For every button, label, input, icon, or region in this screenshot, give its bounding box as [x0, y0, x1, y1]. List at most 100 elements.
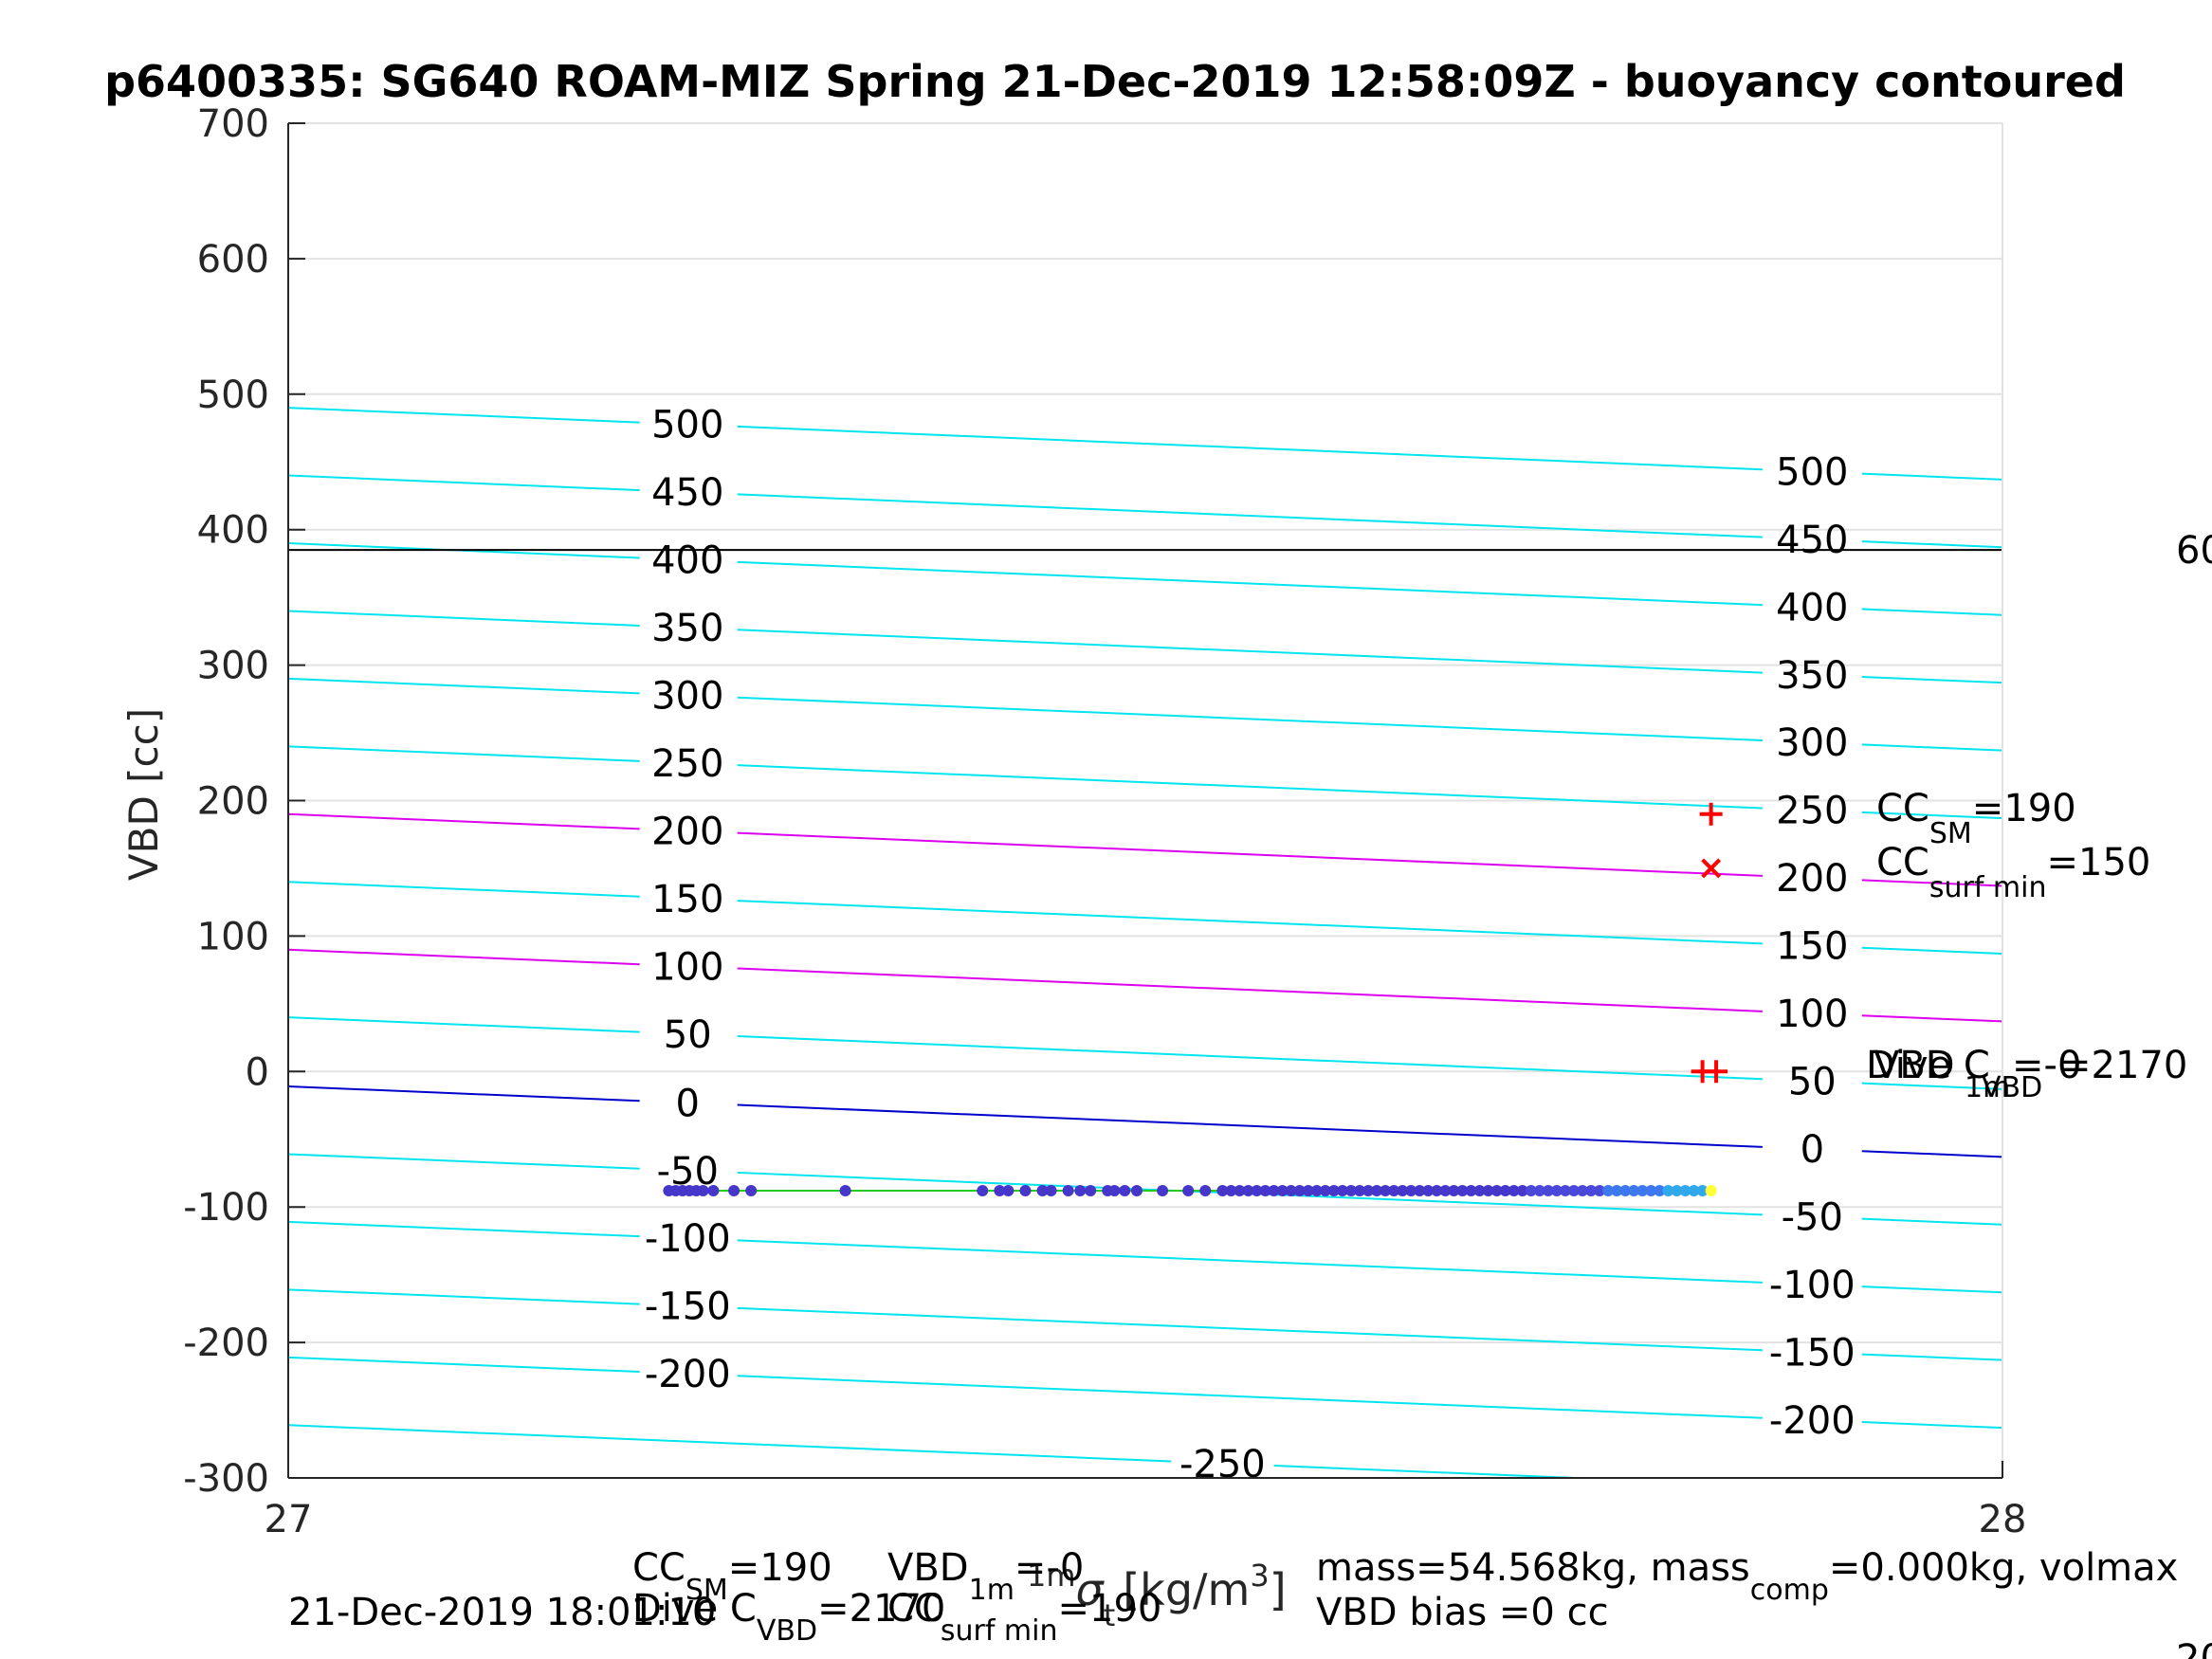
contour-line	[287, 407, 640, 424]
contour-line	[287, 812, 640, 830]
scatter-point	[839, 1185, 851, 1197]
scatter-point	[1696, 1185, 1709, 1197]
scatter-point	[1525, 1185, 1537, 1197]
y-tick-label: 200	[197, 780, 269, 824]
contour-line	[287, 745, 640, 762]
scatter-point	[1045, 1185, 1057, 1197]
contour-line	[1861, 1014, 2003, 1023]
scatter-point	[1251, 1185, 1263, 1197]
scatter-point	[1302, 1185, 1314, 1197]
contour-label: 300	[1776, 721, 1848, 765]
scatter-point	[1705, 1185, 1717, 1197]
scatter-point	[1371, 1185, 1383, 1197]
scatter-point	[1465, 1185, 1477, 1197]
contour-label: 350	[651, 607, 723, 650]
scatter-point	[1130, 1185, 1143, 1197]
contour-label: -100	[1769, 1264, 1856, 1307]
gridlines	[288, 122, 2002, 1479]
plus-marker	[1699, 802, 1723, 826]
y-tick-label: -100	[183, 1186, 269, 1230]
y-axis-label: VBD [cc]	[120, 708, 167, 881]
scatter-point	[1654, 1185, 1666, 1197]
vbd-sub-label: VBD	[1982, 1071, 2042, 1104]
contour-label: 100	[1776, 993, 1848, 1036]
scatter-point	[1362, 1185, 1375, 1197]
scatter-point	[1119, 1185, 1131, 1197]
scatter-point	[1533, 1185, 1545, 1197]
contour-line	[287, 1153, 640, 1170]
contour-line	[1861, 472, 2003, 481]
y-tick-label: -300	[183, 1457, 269, 1501]
contour-label: 100	[651, 945, 723, 989]
contour-line	[737, 560, 1763, 607]
scatter-point	[1602, 1185, 1615, 1197]
contour-label: -150	[1769, 1331, 1856, 1375]
scatter-point	[1268, 1185, 1280, 1197]
contour-label: 50	[1788, 1060, 1837, 1103]
scatter-point	[1645, 1185, 1657, 1197]
contour-line	[1861, 1150, 2003, 1158]
plus-marker	[1705, 1060, 1728, 1084]
density-scatter-series	[663, 1185, 1717, 1197]
footer-cc-sm: CCSM=190	[632, 1546, 832, 1607]
scatter-point	[1490, 1185, 1503, 1197]
footer-vbd-bias: VBD bias =0 cc	[1316, 1591, 1609, 1634]
vbd-overlap-label: VBD	[1874, 1044, 1955, 1087]
cc-surf-min-label: CCsurf min=150	[1876, 841, 2150, 904]
footer-vbd-1m: VBD1m=-0	[887, 1546, 1084, 1607]
scatter-point	[1636, 1185, 1649, 1197]
contour-line	[1861, 540, 2003, 549]
scatter-point	[1388, 1185, 1400, 1197]
cross-marker	[1701, 858, 1722, 879]
scatter-point	[1293, 1185, 1306, 1197]
scatter-point	[1405, 1185, 1417, 1197]
contour-line	[287, 610, 640, 627]
scatter-point	[1585, 1185, 1598, 1197]
contour-line	[1861, 879, 2003, 887]
scatter-point	[1414, 1185, 1426, 1197]
contour-line	[1861, 743, 2003, 752]
scatter-point	[1688, 1185, 1700, 1197]
scatter-point	[1157, 1185, 1169, 1197]
buoyancy-contours	[287, 407, 2003, 1479]
contour-line	[287, 881, 640, 898]
contour-label: 250	[1776, 790, 1848, 833]
scatter-point	[1628, 1185, 1640, 1197]
contour-line	[287, 1085, 640, 1103]
y-tick-label: 300	[197, 645, 269, 688]
contour-line	[1861, 1285, 2003, 1294]
contour-line	[287, 1220, 640, 1238]
contour-labels: 500450400350300250200150100500-50-100-15…	[645, 404, 1856, 1486]
contour-label: 500	[1776, 450, 1848, 494]
reference-line-label: 60	[2176, 529, 2212, 573]
scatter-point	[1074, 1185, 1087, 1197]
contour-label: 400	[651, 539, 723, 583]
scatter-point	[1182, 1185, 1195, 1197]
contour-line	[1861, 811, 2003, 820]
scatter-point	[1019, 1185, 1032, 1197]
contour-label: -50	[1782, 1196, 1843, 1240]
scatter-point	[1499, 1185, 1511, 1197]
y-tick-label: 0	[246, 1050, 269, 1094]
scatter-point	[1036, 1185, 1049, 1197]
contour-line	[287, 1016, 640, 1033]
footer-timestamp: 21-Dec-2019 18:01:10	[288, 1591, 716, 1634]
cc-sm-label: CCSM=190	[1876, 787, 2076, 850]
contour-label: 0	[676, 1082, 700, 1125]
contour-line	[737, 1103, 1763, 1148]
scatter-point	[1108, 1185, 1121, 1197]
dive-c-overlap-label: Dive C	[1866, 1044, 1990, 1087]
scatter-point	[1508, 1185, 1520, 1197]
dive-c-value: =2170	[2059, 1044, 2187, 1087]
scatter-point	[1550, 1185, 1563, 1197]
contour-line	[737, 900, 1763, 945]
contour-line	[1861, 1082, 2003, 1090]
contour-line	[287, 474, 640, 492]
scatter-point	[728, 1185, 740, 1197]
scatter-point	[977, 1185, 989, 1197]
contour-line	[1861, 675, 2003, 684]
chart-title: p6400335: SG640 ROAM-MIZ Spring 21-Dec-2…	[104, 56, 2126, 107]
scatter-point	[745, 1185, 758, 1197]
scatter-point	[1679, 1185, 1691, 1197]
